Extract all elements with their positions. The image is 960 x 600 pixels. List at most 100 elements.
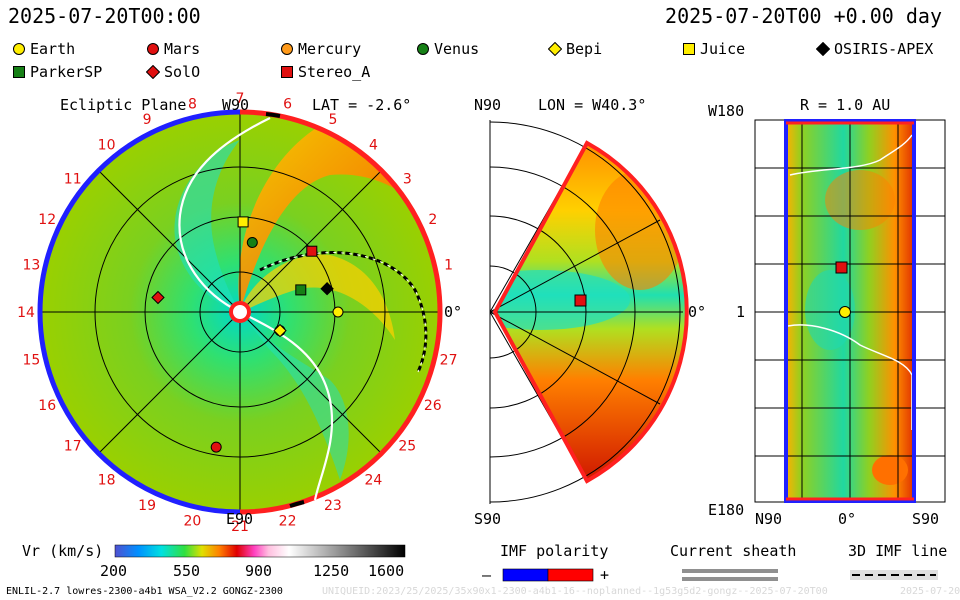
radial-r-label: R = 1.0 AU xyxy=(800,96,891,114)
diamond-marker-icon xyxy=(548,42,562,56)
datetime-right: 2025-07-20T00 +0.00 day xyxy=(665,4,942,28)
carrington-tick-21: 21 xyxy=(231,519,249,535)
carrington-tick-26: 26 xyxy=(424,398,442,414)
carrington-tick-13: 13 xyxy=(22,257,40,273)
body-solo xyxy=(151,290,165,305)
legend-label: Venus xyxy=(434,40,480,58)
carrington-tick-22: 22 xyxy=(279,514,297,530)
legend-item-venus: Venus xyxy=(416,40,479,58)
body-venus xyxy=(246,237,258,248)
body-bepi xyxy=(273,323,287,338)
carrington-tick-1: 1 xyxy=(444,257,453,273)
legend-label: Earth xyxy=(30,40,76,58)
radial-panel xyxy=(754,119,946,503)
legend-item-osiris-apex: OSIRIS-APEX xyxy=(816,40,933,58)
footer-date-stamp: 2025-07-20 xyxy=(900,586,960,597)
datetime-left: 2025-07-20T00:00 xyxy=(8,4,201,28)
colorbar-tick-1250: 1250 xyxy=(313,562,350,580)
carrington-tick-23: 23 xyxy=(324,498,342,514)
current-sheath-swatch xyxy=(682,569,778,573)
carrington-tick-18: 18 xyxy=(98,472,116,488)
imf-line-title: 3D IMF line xyxy=(848,542,948,560)
colorbar-tick-200: 200 xyxy=(100,562,128,580)
legend-item-bepi: Bepi xyxy=(548,40,602,58)
legend-item-solo: SolO xyxy=(146,63,200,81)
carrington-tick-7: 7 xyxy=(236,91,245,107)
radial-bottom-0: 0° xyxy=(838,510,857,528)
ecliptic-top-label: W90 xyxy=(222,96,250,114)
imf-polarity-plus: + xyxy=(600,566,610,584)
legend-item-juice: Juice xyxy=(682,40,745,58)
imf-polarity-title: IMF polarity xyxy=(500,542,609,560)
legend-label: Juice xyxy=(700,40,746,58)
sun-icon xyxy=(229,301,251,323)
carrington-tick-24: 24 xyxy=(364,472,382,488)
colorbar-tick-900: 900 xyxy=(245,562,273,580)
meridional-grid xyxy=(489,120,683,504)
carrington-tick-9: 9 xyxy=(143,112,152,128)
ecliptic-bottom-label: E90 xyxy=(226,510,254,528)
legend-label: Mercury xyxy=(298,40,362,58)
radial-bottom-s90: S90 xyxy=(912,510,940,528)
carrington-tick-16: 16 xyxy=(38,398,56,414)
legend-item-earth: Earth xyxy=(12,40,75,58)
legend-item-parkersp: ParkerSP xyxy=(12,63,102,81)
carrington-tick-12: 12 xyxy=(38,212,56,228)
legend-item-mercury: Mercury xyxy=(280,40,361,58)
meridional-top-label: N90 xyxy=(474,96,502,114)
radial-bottom-n90: N90 xyxy=(755,510,783,528)
ecliptic-polarity-neg xyxy=(37,109,241,515)
carrington-tick-19: 19 xyxy=(138,498,156,514)
body-juice xyxy=(237,216,249,228)
circle-marker-icon xyxy=(147,43,159,55)
carrington-tick-10: 10 xyxy=(98,138,116,154)
body-osiris-apex xyxy=(320,281,334,296)
legend-label: SolO xyxy=(164,63,201,81)
carrington-tick-8: 8 xyxy=(188,96,197,112)
carrington-tick-27: 27 xyxy=(440,353,458,369)
legend-label: Bepi xyxy=(566,40,603,58)
diamond-marker-icon xyxy=(146,65,160,79)
ecliptic-lat-label: LAT = -2.6° xyxy=(312,96,412,114)
legend-label: OSIRIS-APEX xyxy=(834,40,934,58)
colorbar-label: Vr (km/s) xyxy=(22,542,104,560)
legend-label: Mars xyxy=(164,40,201,58)
radial-mid-left: 1 xyxy=(736,303,746,321)
carrington-tick-25: 25 xyxy=(398,438,416,454)
carrington-tick-3: 3 xyxy=(403,172,412,188)
radial-top-left: W180 xyxy=(708,102,745,120)
imf-polarity-neg-swatch xyxy=(502,568,549,582)
carrington-tick-15: 15 xyxy=(22,353,40,369)
colorbar-tick-550: 550 xyxy=(173,562,201,580)
carrington-tick-5: 5 xyxy=(328,112,337,128)
stereo-a-radial-marker xyxy=(835,261,848,274)
carrington-tick-11: 11 xyxy=(64,172,82,188)
circle-marker-icon xyxy=(281,43,293,55)
current-sheath-lines xyxy=(178,117,334,501)
ecliptic-bodies xyxy=(151,216,344,453)
circle-marker-icon xyxy=(417,43,429,55)
body-stereo-a xyxy=(306,245,318,257)
meridional-bottom-label: S90 xyxy=(474,510,502,528)
legend-label: Stereo_A xyxy=(298,63,371,81)
diamond-marker-icon xyxy=(816,42,830,56)
run-info: UNIQUEID:2023/25/2025/35x90x1-2300-a4b1-… xyxy=(322,586,828,597)
body-mars xyxy=(210,441,222,453)
ecliptic-title: Ecliptic Plane xyxy=(60,96,187,114)
stereo-a-meridional-marker xyxy=(574,294,587,307)
carrington-tick-20: 20 xyxy=(183,514,201,530)
legend-label: ParkerSP xyxy=(30,63,103,81)
square-marker-icon xyxy=(13,66,25,78)
velocity-colorbar xyxy=(114,544,406,558)
carrington-tick-4: 4 xyxy=(369,138,378,154)
radial-bottom-left: E180 xyxy=(708,501,745,519)
legend-item-stereo-a: Stereo_A xyxy=(280,63,370,81)
legend-item-mars: Mars xyxy=(146,40,200,58)
ecliptic-polarity-pos xyxy=(239,109,443,515)
square-marker-icon xyxy=(683,43,695,55)
carrington-tick-2: 2 xyxy=(428,212,437,228)
meridional-right-label: 0° xyxy=(688,303,707,321)
imf-polarity-pos-swatch xyxy=(547,568,594,582)
